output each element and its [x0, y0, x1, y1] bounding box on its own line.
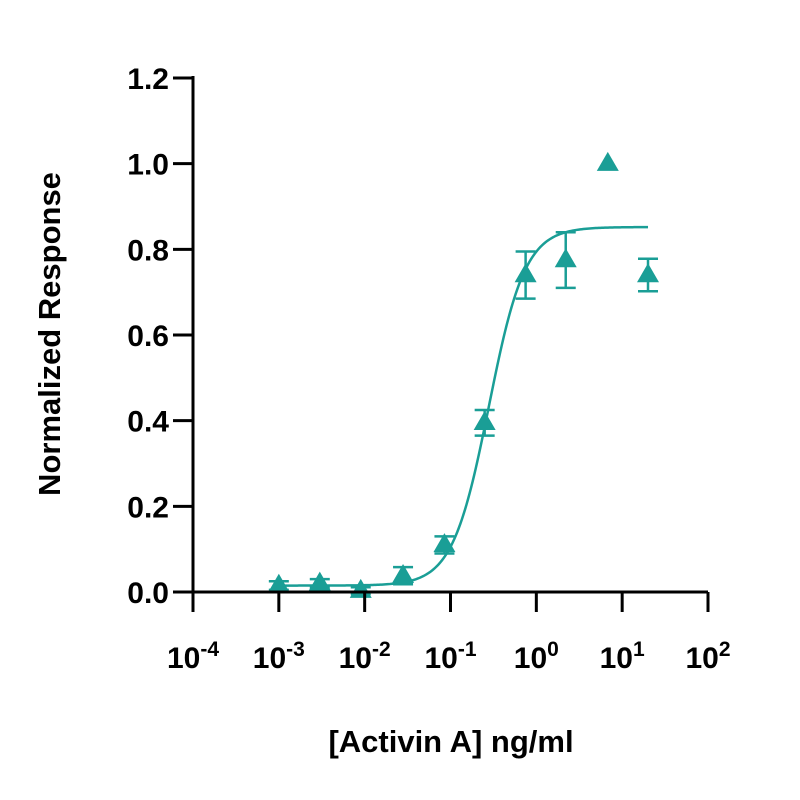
- data-point: [433, 533, 456, 555]
- y-tick-label: 0.4: [127, 406, 169, 439]
- data-point: [349, 578, 372, 598]
- triangle-marker: [267, 573, 290, 593]
- x-tick-label: 10-2: [339, 638, 391, 675]
- x-tick-label: 10-4: [167, 638, 219, 675]
- fit-layer: [278, 225, 649, 587]
- triangle-marker: [392, 563, 415, 583]
- x-tick-label: 10-3: [253, 638, 305, 675]
- y-tick-label: 0.2: [127, 491, 169, 524]
- triangle-marker: [308, 571, 331, 591]
- y-axis-title: Normalized Response: [32, 172, 67, 496]
- data-point: [596, 151, 619, 171]
- data-point: [554, 230, 577, 290]
- x-tick-label: 101: [600, 638, 645, 675]
- ticks-layer: 0.0 0.2 0.4 0.6 0.8 1.0 1.2 10-4 10-3 10-2 10-1 100…: [127, 63, 730, 675]
- data-point: [267, 573, 290, 593]
- triangle-marker: [473, 411, 496, 431]
- data-point: [392, 563, 415, 586]
- triangle-marker: [637, 263, 660, 283]
- x-tick-label: 100: [514, 638, 559, 675]
- x-tick-label: 102: [685, 638, 730, 675]
- triangle-marker: [433, 533, 456, 553]
- x-tick-label: 10-1: [424, 638, 476, 675]
- y-tick-label: 0.0: [127, 577, 169, 610]
- data-point: [308, 571, 331, 591]
- y-tick-label: 1.0: [127, 149, 169, 182]
- triangle-marker: [596, 151, 619, 171]
- y-tick-label: 1.2: [127, 63, 169, 96]
- triangle-marker: [554, 248, 577, 268]
- fit-curve: [278, 225, 649, 587]
- y-tick-label: 0.6: [127, 320, 169, 353]
- data-point: [473, 408, 496, 437]
- points-layer: [267, 151, 660, 598]
- axes-layer: [191, 76, 708, 594]
- y-tick-label: 0.8: [127, 234, 169, 267]
- data-point: [637, 257, 660, 293]
- triangle-marker: [514, 263, 537, 283]
- data-point: [514, 250, 537, 300]
- x-axis-title: [Activin A] ng/ml: [328, 724, 573, 759]
